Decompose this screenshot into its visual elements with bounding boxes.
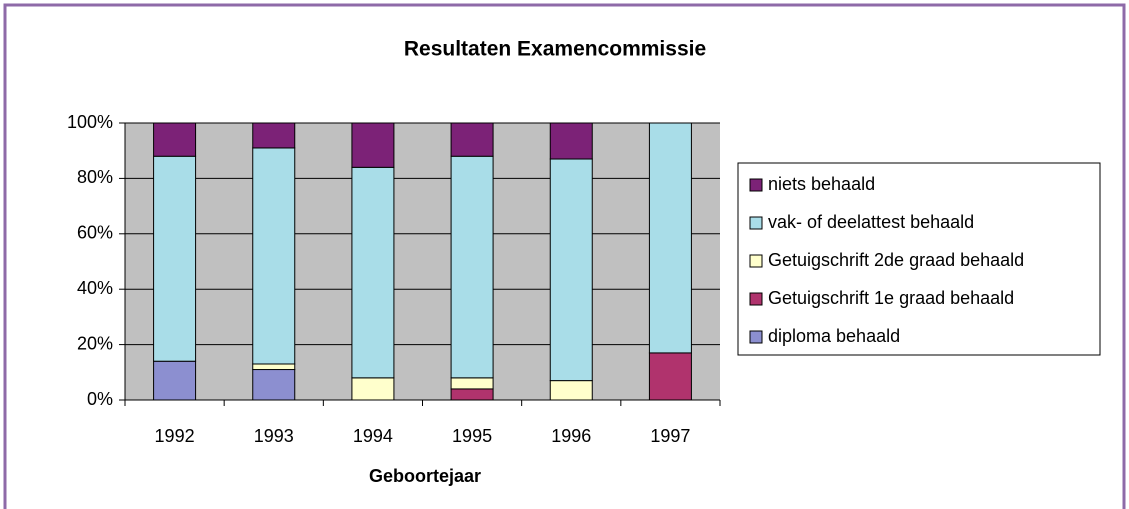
x-axis-label: Geboortejaar xyxy=(369,466,481,486)
legend-label: Getuigschrift 2de graad behaald xyxy=(768,250,1024,270)
bar-segment xyxy=(549,158,593,382)
y-tick-label: 100% xyxy=(67,112,113,132)
y-tick-label: 60% xyxy=(77,223,113,243)
bar-segment xyxy=(153,122,197,157)
x-tick-label: 1996 xyxy=(551,426,591,446)
bar-segment xyxy=(450,377,494,390)
y-tick-label: 40% xyxy=(77,278,113,298)
bar-segment xyxy=(252,147,296,365)
bar-segment xyxy=(252,369,296,401)
legend-label: niets behaald xyxy=(768,174,875,194)
legend-swatch xyxy=(749,178,763,192)
bar-segment xyxy=(549,122,593,160)
bar-segment xyxy=(648,122,692,354)
bar-segment xyxy=(450,155,494,379)
x-tick-label: 1995 xyxy=(452,426,492,446)
legend-swatch xyxy=(749,216,763,230)
x-tick-label: 1994 xyxy=(353,426,393,446)
legend xyxy=(737,162,1101,356)
legend-label: vak- of deelattest behaald xyxy=(768,212,974,232)
plot-area xyxy=(125,123,720,400)
bar-segment xyxy=(549,380,593,401)
bar-segment xyxy=(153,155,197,362)
legend-label: diploma behaald xyxy=(768,326,900,346)
legend-swatch xyxy=(749,330,763,344)
y-tick-label: 20% xyxy=(77,333,113,353)
bar-segment xyxy=(351,122,395,168)
legend-label: Getuigschrift 1e graad behaald xyxy=(768,288,1014,308)
bar-segment xyxy=(252,363,296,371)
bar-segment xyxy=(450,388,494,401)
chart-title: Resultaten Examencommissie xyxy=(404,38,706,61)
bar-segment xyxy=(252,122,296,149)
bar-segment xyxy=(351,377,395,401)
bar-segment xyxy=(648,352,692,401)
bar-segment xyxy=(450,122,494,157)
bar-segment xyxy=(153,360,197,401)
y-tick-label: 0% xyxy=(87,389,113,409)
x-tick-label: 1997 xyxy=(650,426,690,446)
y-tick-label: 80% xyxy=(77,167,113,187)
legend-swatch xyxy=(749,292,763,306)
x-tick-label: 1992 xyxy=(155,426,195,446)
legend-swatch xyxy=(749,254,763,268)
x-tick-label: 1993 xyxy=(254,426,294,446)
bar-segment xyxy=(351,166,395,379)
